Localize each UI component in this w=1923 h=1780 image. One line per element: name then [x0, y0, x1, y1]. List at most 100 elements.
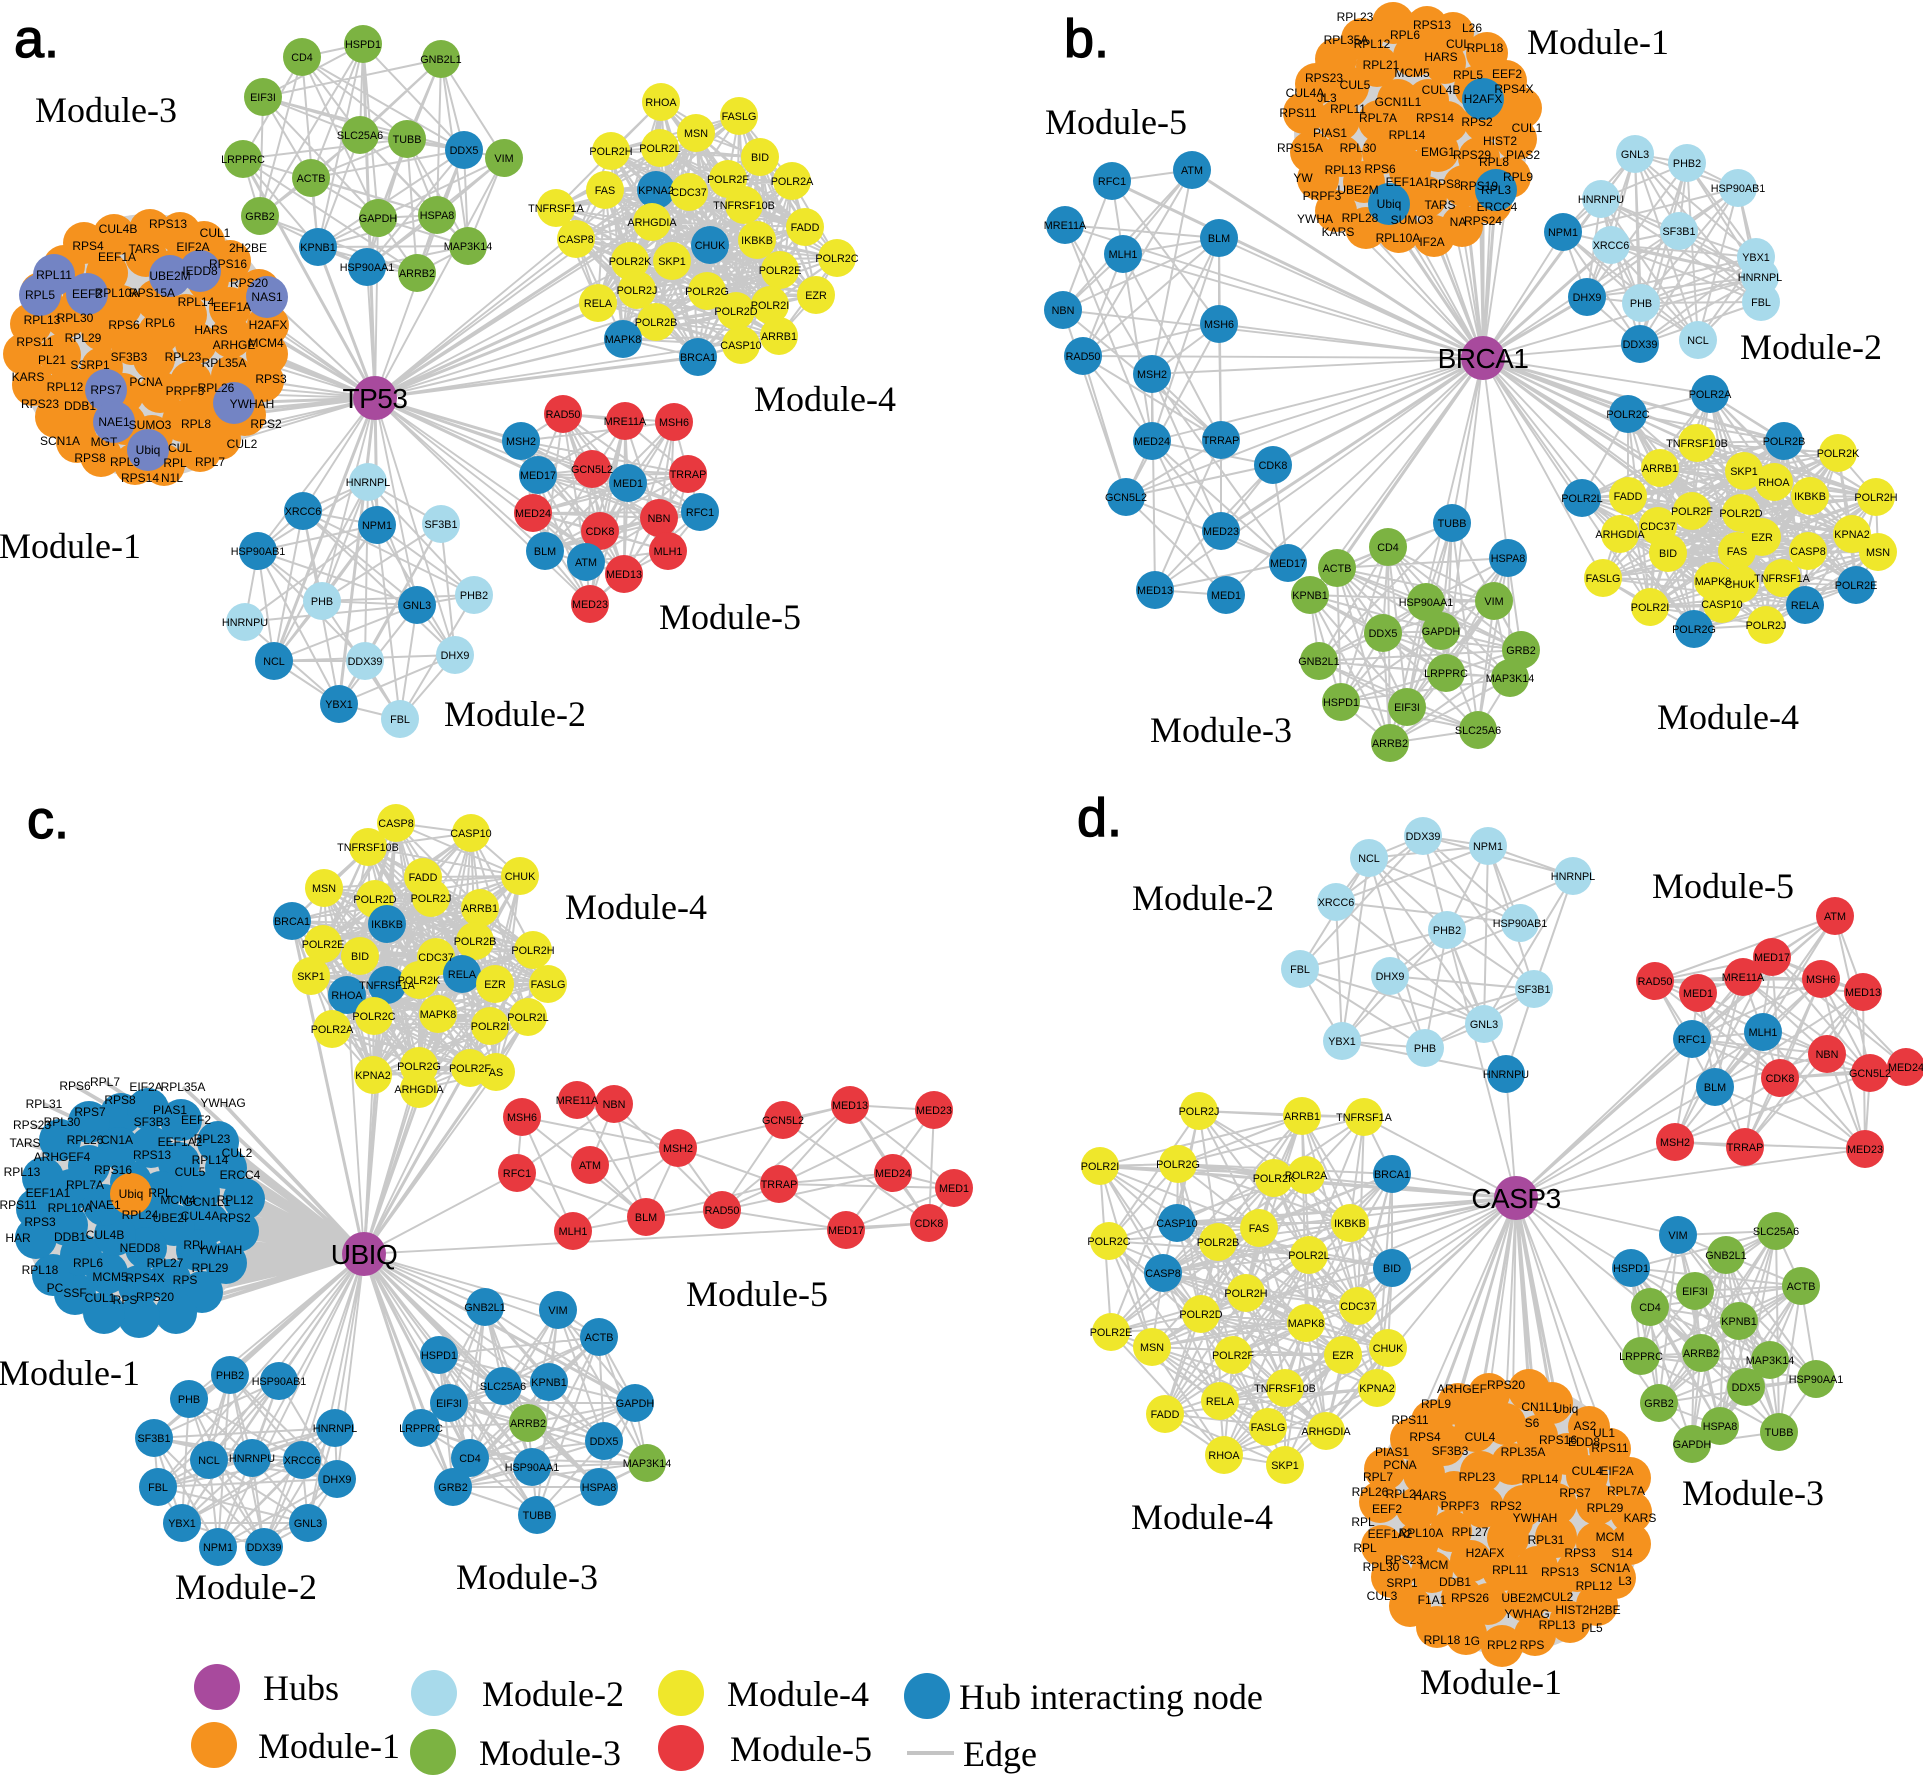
svg-text:PHB: PHB [178, 1394, 200, 1406]
svg-text:RPS4X: RPS4X [1494, 82, 1533, 96]
svg-text:POLR2G: POLR2G [685, 286, 729, 298]
svg-text:RPL35A: RPL35A [1501, 1445, 1546, 1459]
svg-text:ARRB2: ARRB2 [510, 1418, 546, 1430]
svg-text:Module-2: Module-2 [444, 694, 586, 734]
svg-text:YW: YW [1293, 171, 1313, 185]
svg-text:Edge: Edge [963, 1734, 1037, 1774]
svg-text:NBN: NBN [1052, 305, 1075, 317]
svg-text:MSN: MSN [312, 883, 336, 895]
svg-text:MED17: MED17 [520, 470, 556, 482]
svg-text:CUL4: CUL4 [1572, 1464, 1603, 1478]
svg-text:DHX9: DHX9 [323, 1474, 352, 1486]
svg-text:MGT: MGT [91, 435, 118, 449]
svg-text:MED23: MED23 [1203, 526, 1239, 538]
svg-text:PHB: PHB [1414, 1043, 1436, 1055]
svg-text:RPS23: RPS23 [21, 397, 59, 411]
svg-text:RPL35A: RPL35A [202, 356, 247, 370]
svg-text:SF3B3: SF3B3 [111, 350, 148, 364]
svg-text:Module-2: Module-2 [482, 1674, 624, 1714]
svg-text:RHOA: RHOA [1208, 1450, 1240, 1462]
svg-text:CUL4: CUL4 [1465, 1430, 1496, 1444]
svg-text:POLR2G: POLR2G [1672, 624, 1716, 636]
svg-text:RPL26: RPL26 [1352, 1485, 1389, 1499]
svg-text:RPL6: RPL6 [145, 316, 175, 330]
svg-text:RPL: RPL [1353, 1541, 1377, 1555]
svg-text:HSP90AA1: HSP90AA1 [1399, 597, 1454, 609]
svg-text:CHUK: CHUK [505, 871, 536, 883]
svg-text:RPS26: RPS26 [1451, 1591, 1489, 1605]
svg-text:FBL: FBL [1751, 297, 1771, 309]
svg-text:MED24: MED24 [875, 1168, 911, 1180]
svg-text:POLR2C: POLR2C [352, 1011, 395, 1023]
svg-text:Module-1: Module-1 [0, 1353, 140, 1393]
svg-text:KARS: KARS [1322, 225, 1355, 239]
svg-text:RPL30: RPL30 [57, 311, 94, 325]
svg-text:RFC1: RFC1 [503, 1168, 531, 1180]
svg-text:EZR: EZR [1751, 532, 1773, 544]
svg-text:EDD8: EDD8 [1568, 1435, 1600, 1449]
svg-text:TUBB: TUBB [523, 1510, 552, 1522]
svg-text:POLR2D: POLR2D [1719, 508, 1762, 520]
svg-text:MED17: MED17 [1754, 952, 1790, 964]
svg-text:TRRAP: TRRAP [1727, 1142, 1764, 1154]
svg-text:TNFRSF1A: TNFRSF1A [1754, 573, 1811, 585]
svg-text:RPL13: RPL13 [4, 1165, 41, 1179]
svg-text:EEF1A2: EEF1A2 [158, 1135, 203, 1149]
svg-text:HSP90AB1: HSP90AB1 [1711, 183, 1766, 195]
svg-text:KPNA2: KPNA2 [1834, 529, 1869, 541]
svg-text:SKP1: SKP1 [1271, 1460, 1299, 1472]
svg-text:HNRNPL: HNRNPL [1551, 871, 1595, 883]
svg-text:NCL: NCL [1687, 335, 1709, 347]
svg-text:EZR: EZR [805, 290, 827, 302]
svg-text:2H2BE: 2H2BE [229, 241, 267, 255]
svg-text:CUL4A: CUL4A [1286, 86, 1325, 100]
svg-text:CASP8: CASP8 [378, 818, 413, 830]
svg-text:RPL: RPL [183, 1238, 207, 1252]
svg-text:TNFRSF10B: TNFRSF10B [337, 842, 399, 854]
svg-text:RPL10A: RPL10A [1399, 1526, 1444, 1540]
svg-text:MED23: MED23 [572, 599, 608, 611]
svg-text:ACTB: ACTB [1787, 1281, 1816, 1293]
svg-text:AS2: AS2 [1574, 1419, 1597, 1433]
svg-text:POLR2C: POLR2C [815, 253, 858, 265]
svg-text:RPS3: RPS3 [1564, 1546, 1596, 1560]
svg-text:DDX39: DDX39 [348, 656, 383, 668]
svg-text:EIF2A: EIF2A [129, 1080, 162, 1094]
svg-text:RPL23: RPL23 [1337, 10, 1374, 24]
svg-text:TNFRSF1A: TNFRSF1A [359, 980, 416, 992]
svg-text:ARRB2: ARRB2 [1372, 738, 1408, 750]
svg-text:Module-3: Module-3 [479, 1733, 621, 1773]
svg-text:MSH2: MSH2 [506, 436, 536, 448]
svg-text:H2AFX: H2AFX [249, 318, 288, 332]
svg-text:Module-4: Module-4 [1657, 697, 1799, 737]
svg-text:MED13: MED13 [1137, 585, 1173, 597]
svg-text:RPS13: RPS13 [133, 1148, 171, 1162]
svg-text:XRCC6: XRCC6 [284, 1455, 321, 1467]
svg-text:NAS1: NAS1 [251, 290, 283, 304]
svg-text:RPS20: RPS20 [1487, 1378, 1525, 1392]
svg-text:YWHAH: YWHAH [1513, 1511, 1558, 1525]
svg-text:RPS11: RPS11 [0, 1198, 37, 1212]
svg-text:RPL10A: RPL10A [1376, 231, 1421, 245]
svg-text:RPS4: RPS4 [72, 239, 104, 253]
svg-text:MRE11A: MRE11A [556, 1095, 599, 1107]
svg-text:RPL9: RPL9 [1503, 170, 1533, 184]
svg-text:CUL5: CUL5 [1340, 78, 1371, 92]
svg-text:PHB: PHB [1630, 298, 1652, 310]
svg-text:YBX1: YBX1 [168, 1518, 196, 1530]
svg-text:CDK8: CDK8 [1766, 1073, 1795, 1085]
svg-text:POLR2I: POLR2I [1081, 1161, 1119, 1173]
svg-text:SUMO3: SUMO3 [129, 418, 172, 432]
svg-text:TNFRSF10B: TNFRSF10B [713, 200, 775, 212]
svg-text:KPNB1: KPNB1 [1292, 590, 1327, 602]
svg-text:CUL4B: CUL4B [1422, 83, 1461, 97]
svg-text:GCN1L1: GCN1L1 [184, 1195, 231, 1209]
svg-text:HSP90AA1: HSP90AA1 [340, 262, 395, 274]
svg-text:RPS11: RPS11 [16, 335, 53, 349]
svg-text:ERCC4: ERCC4 [220, 1168, 261, 1182]
svg-text:MCM4: MCM4 [248, 336, 284, 350]
svg-text:LRPPRC: LRPPRC [221, 154, 265, 166]
svg-text:CDK8: CDK8 [915, 1218, 944, 1230]
svg-text:DDX39: DDX39 [1623, 339, 1658, 351]
svg-text:CD4: CD4 [1639, 1302, 1661, 1314]
